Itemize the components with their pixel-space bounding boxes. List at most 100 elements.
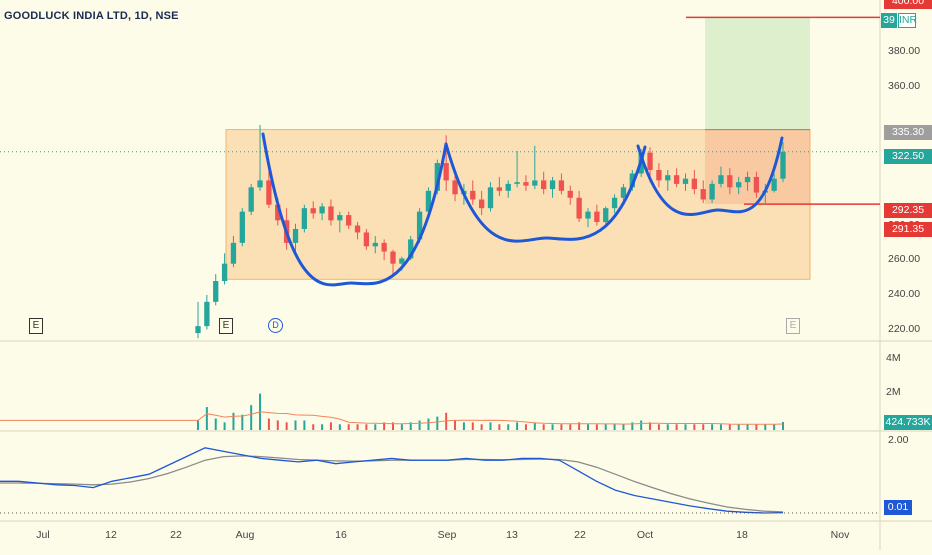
candle-body (700, 189, 706, 200)
volume-bar (321, 424, 324, 430)
time-tick-label: Nov (830, 529, 850, 541)
volume-bar (702, 424, 705, 430)
candle-body (408, 239, 414, 259)
time-tick-label: 16 (335, 529, 347, 541)
candle-body (611, 197, 618, 209)
price-tick-label: 220.00 (888, 322, 921, 335)
candle-body (673, 175, 680, 184)
volume-bar (312, 424, 315, 430)
volume-bar (613, 424, 616, 430)
volume-last-tag: 424.733K (884, 415, 932, 430)
dividend-marker[interactable]: D (268, 318, 283, 333)
earnings-marker[interactable]: E (786, 318, 800, 334)
candle-body (425, 190, 432, 212)
volume-bar (719, 424, 722, 430)
volume-bar (409, 422, 412, 430)
time-tick-label: 18 (736, 529, 748, 541)
candle-body (576, 197, 582, 219)
earnings-marker[interactable]: E (219, 318, 233, 334)
candle-body (319, 206, 325, 214)
candle-body (496, 187, 503, 191)
candle-body (541, 180, 547, 190)
volume-bar (400, 424, 403, 430)
candle-body (230, 242, 237, 264)
candle-body (301, 208, 308, 229)
volume-bar (418, 420, 421, 430)
volume-bar (462, 422, 465, 430)
volume-bar (782, 421, 784, 430)
volume-bar (533, 422, 536, 430)
candle-body (363, 232, 370, 247)
volume-bar (356, 424, 359, 430)
volume-bar (427, 418, 430, 430)
cup-pattern-3 (636, 136, 784, 217)
price-tag-support2: 291.35 (884, 222, 932, 237)
candle-body (558, 180, 565, 191)
volume-bar (197, 420, 199, 430)
volume-bar (507, 424, 510, 430)
volume-bar (542, 424, 545, 430)
volume-bar (303, 420, 306, 430)
candle-body (727, 175, 733, 188)
volume-bar (578, 422, 581, 430)
candle-body (487, 187, 494, 209)
volume-bar (276, 420, 279, 430)
volume-tick-label: 2M (886, 386, 901, 398)
candle-body (780, 151, 786, 179)
candle-body (682, 178, 689, 184)
price-tag-currency: INR (898, 13, 918, 28)
candle-body (434, 163, 440, 191)
candle-body (505, 183, 511, 191)
candle-body (470, 190, 476, 200)
volume-bar (374, 424, 377, 430)
candle-body (549, 180, 556, 190)
volume-bar (471, 422, 474, 430)
candle-body (620, 187, 627, 198)
candle-body (328, 206, 334, 221)
volume-bar (684, 424, 687, 430)
volume-bar (205, 407, 208, 430)
volume-bar (267, 418, 270, 430)
candle-body (647, 152, 653, 170)
volume-bar (329, 422, 332, 430)
price-tag-zone-top: 335.30 (884, 125, 932, 140)
volume-bar (675, 424, 678, 430)
time-tick-label: Sep (437, 529, 457, 541)
pattern-zone (225, 129, 811, 280)
candle-body (266, 180, 272, 205)
earnings-marker[interactable]: E (29, 318, 43, 334)
volume-bar (392, 422, 394, 430)
price-tick-label: 260.00 (888, 253, 921, 266)
volume-bar (294, 420, 297, 430)
price-tag-last: 322.50 (884, 149, 932, 164)
oscillator-signal-line (0, 455, 784, 513)
candle-body (416, 211, 423, 240)
time-tick-label: Oct (636, 529, 654, 541)
candle-body (585, 211, 591, 219)
candle-body (665, 175, 671, 181)
candle-body (239, 211, 245, 243)
candle-body (213, 281, 219, 302)
volume-bar (285, 422, 288, 430)
candle-body (292, 228, 299, 243)
candle-body (390, 251, 396, 264)
volume-bar (755, 424, 758, 430)
volume-bar (347, 424, 350, 430)
price-tag-top: 400.00 (884, 0, 932, 9)
oscillator-tick-label: 2.00 (888, 434, 909, 446)
candle-body (452, 180, 458, 195)
volume-bar (560, 424, 563, 430)
time-tick-label: 13 (506, 529, 518, 541)
candle-body (346, 215, 352, 226)
symbol-title[interactable]: GOODLUCK INDIA LTD, 1D, NSE (4, 10, 179, 22)
volume-bar (551, 424, 554, 430)
volume-bar (436, 416, 439, 430)
candle-body (532, 180, 538, 186)
candle-body (594, 211, 600, 223)
candle-body (310, 208, 316, 214)
volume-bar (214, 418, 217, 430)
price-tick-label: 380.00 (888, 45, 921, 58)
cup-pattern-1 (261, 132, 448, 287)
